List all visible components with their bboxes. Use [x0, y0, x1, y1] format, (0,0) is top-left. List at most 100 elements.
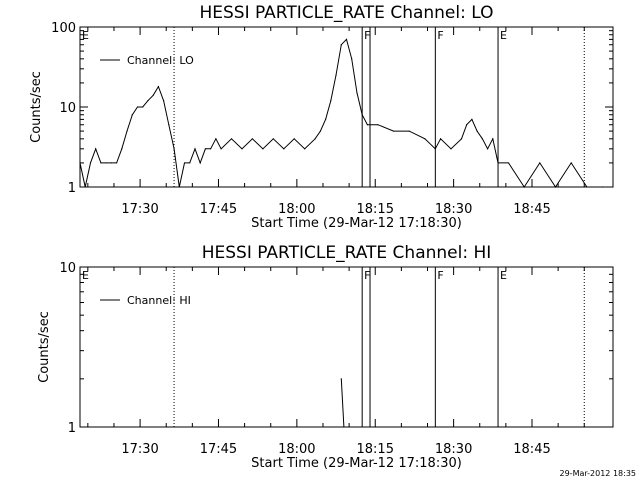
data-point	[178, 186, 180, 188]
data-point	[366, 124, 369, 126]
data-point	[121, 148, 123, 150]
data-point	[340, 44, 342, 46]
data-point	[126, 130, 128, 132]
y-axis-label: Counts/sec	[37, 311, 52, 383]
data-point	[612, 186, 614, 188]
data-point	[115, 162, 118, 164]
data-point	[204, 148, 207, 150]
data-point	[466, 124, 468, 126]
data-point	[314, 138, 316, 140]
data-point	[152, 94, 154, 96]
chart-panel-2: HESSI PARTICLE_RATE Channel: HI 1 10 17:30 1…	[37, 243, 614, 471]
x-tick-label: 18:30	[435, 202, 472, 217]
y-tick-label: 1	[68, 181, 76, 196]
x-tick-label: 18:15	[357, 442, 394, 457]
data-point	[230, 138, 233, 140]
chart-title: HESSI PARTICLE_RATE Channel: HI	[202, 243, 492, 263]
x-axis-label: Start Time (29-Mar-12 17:18:30)	[251, 216, 462, 231]
data-point	[450, 148, 452, 150]
data-point	[168, 124, 170, 126]
annotation-label: F	[364, 269, 370, 282]
series-line	[79, 38, 613, 188]
data-point	[199, 162, 201, 164]
chart-title: HESSI PARTICLE_RATE Channel: LO	[199, 3, 493, 23]
plot-frame	[79, 266, 614, 428]
data-point	[272, 138, 274, 140]
data-point	[340, 378, 342, 380]
data-point	[319, 130, 321, 132]
x-tick-label: 18:45	[513, 202, 550, 217]
y-tick-label: 10	[59, 101, 76, 116]
x-tick-label: 18:00	[278, 202, 315, 217]
y-axis-label: Counts/sec	[29, 71, 44, 143]
x-tick-label: 18:15	[357, 202, 394, 217]
data-point	[471, 118, 473, 120]
annotation-label: E	[500, 29, 507, 42]
annotation-label: E	[82, 269, 89, 282]
data-point	[100, 162, 102, 164]
data-point	[215, 138, 217, 140]
x-axis-label: Start Time (29-Mar-12 17:18:30)	[251, 456, 462, 471]
y-tick-label: 100	[51, 21, 76, 36]
footer-timestamp: 29-Mar-2012 18:35	[560, 469, 637, 478]
data-point	[142, 106, 144, 108]
plot-frame	[79, 26, 614, 188]
x-tick-label: 17:30	[121, 442, 158, 457]
annotation-label: F	[364, 29, 370, 42]
data-point	[89, 162, 92, 164]
data-point	[392, 130, 395, 132]
data-point	[408, 130, 410, 132]
data-point	[262, 148, 264, 150]
annotation-label: E	[500, 269, 507, 282]
data-point	[110, 162, 112, 164]
data-point	[377, 124, 379, 126]
data-point	[439, 138, 442, 140]
data-point	[147, 100, 149, 102]
data-point	[220, 148, 222, 150]
data-point	[460, 138, 463, 140]
data-point	[330, 100, 332, 102]
annotation-label: F	[437, 269, 443, 282]
legend-label: Channel: HI	[127, 294, 191, 307]
data-point	[356, 92, 358, 94]
data-point	[293, 138, 295, 140]
data-point	[163, 100, 165, 102]
data-point	[601, 186, 604, 188]
data-point	[523, 186, 525, 188]
x-tick-label: 18:00	[278, 442, 315, 457]
data-point	[539, 162, 541, 164]
annotation-label: E	[82, 29, 89, 42]
data-point	[157, 85, 159, 88]
data-point	[105, 162, 107, 164]
data-point	[251, 138, 254, 140]
x-tick-label: 17:30	[121, 202, 158, 217]
y-tick-label: 1	[68, 421, 76, 436]
data-point	[304, 148, 306, 150]
data-point	[136, 106, 139, 108]
data-point	[183, 162, 186, 164]
x-tick-label: 17:45	[200, 442, 237, 457]
data-point	[361, 114, 363, 116]
series-line	[340, 378, 345, 428]
data-point	[79, 162, 81, 164]
x-tick-label: 18:30	[435, 442, 472, 457]
legend-label: Channel: LO	[127, 54, 194, 67]
data-point	[492, 138, 494, 140]
data-point	[476, 130, 478, 132]
data-point	[194, 148, 196, 150]
data-point	[351, 58, 353, 60]
data-point	[481, 138, 483, 140]
data-point	[345, 38, 348, 40]
y-tick-label: 10	[59, 261, 76, 276]
data-point	[210, 148, 212, 150]
data-point	[554, 186, 557, 188]
annotation-label: F	[437, 29, 443, 42]
data-point	[586, 186, 588, 188]
data-point	[241, 148, 243, 150]
data-point	[570, 162, 572, 164]
data-point	[131, 114, 133, 116]
data-point	[95, 148, 97, 150]
data-point	[283, 148, 285, 150]
data-point	[434, 148, 436, 150]
data-point	[507, 162, 510, 164]
